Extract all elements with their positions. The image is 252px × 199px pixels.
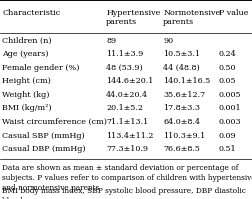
Text: Hypertensive
parents: Hypertensive parents [106, 9, 160, 26]
Text: 90: 90 [163, 37, 173, 45]
Text: 44 (48.8): 44 (48.8) [163, 64, 199, 72]
Text: 48 (53.9): 48 (53.9) [106, 64, 142, 72]
Text: 0.05: 0.05 [218, 77, 235, 85]
Text: P value: P value [218, 9, 247, 17]
Text: 44.0±20.4: 44.0±20.4 [106, 91, 148, 99]
Text: 110.3±9.1: 110.3±9.1 [163, 132, 205, 139]
Text: Data are shown as mean ± standard deviation or percentage of
subjects. P values : Data are shown as mean ± standard deviat… [2, 164, 252, 192]
Text: Height (cm): Height (cm) [2, 77, 51, 85]
Text: Casual DBP (mmHg): Casual DBP (mmHg) [2, 145, 85, 153]
Text: 140.1±16.5: 140.1±16.5 [163, 77, 210, 85]
Text: 11.1±3.9: 11.1±3.9 [106, 50, 143, 58]
Text: 0.50: 0.50 [218, 64, 235, 72]
Text: Casual SBP (mmHg): Casual SBP (mmHg) [2, 132, 84, 139]
Text: 17.8±3.3: 17.8±3.3 [163, 104, 199, 112]
Text: 0.24: 0.24 [218, 50, 236, 58]
Text: 77.3±10.9: 77.3±10.9 [106, 145, 148, 153]
Text: 64.0±8.4: 64.0±8.4 [163, 118, 199, 126]
Text: 10.5±3.1: 10.5±3.1 [163, 50, 199, 58]
Text: 0.09: 0.09 [218, 132, 236, 139]
Text: Female gender (%): Female gender (%) [2, 64, 79, 72]
Text: Characteristic: Characteristic [2, 9, 60, 17]
Text: 144.6±20.1: 144.6±20.1 [106, 77, 153, 85]
Text: BMI (kg/m²): BMI (kg/m²) [2, 104, 51, 112]
Text: 0.51: 0.51 [218, 145, 236, 153]
Text: Age (years): Age (years) [2, 50, 48, 58]
Text: 0.001: 0.001 [218, 104, 240, 112]
Text: 71.1±13.1: 71.1±13.1 [106, 118, 148, 126]
Text: 0.005: 0.005 [218, 91, 240, 99]
Text: Waist circumference (cm): Waist circumference (cm) [2, 118, 107, 126]
Text: 113.4±11.2: 113.4±11.2 [106, 132, 153, 139]
Text: 35.6±12.7: 35.6±12.7 [163, 91, 205, 99]
Text: 0.003: 0.003 [218, 118, 240, 126]
Text: 89: 89 [106, 37, 116, 45]
Text: 76.6±8.5: 76.6±8.5 [163, 145, 199, 153]
Text: Children (n): Children (n) [2, 37, 51, 45]
Text: BMI body mass index, SBP systolic blood pressure, DBP diastolic
blood pressure: BMI body mass index, SBP systolic blood … [2, 187, 245, 199]
Text: 20.1±5.2: 20.1±5.2 [106, 104, 143, 112]
Text: Weight (kg): Weight (kg) [2, 91, 49, 99]
Text: Normotensive
parents: Normotensive parents [163, 9, 219, 26]
